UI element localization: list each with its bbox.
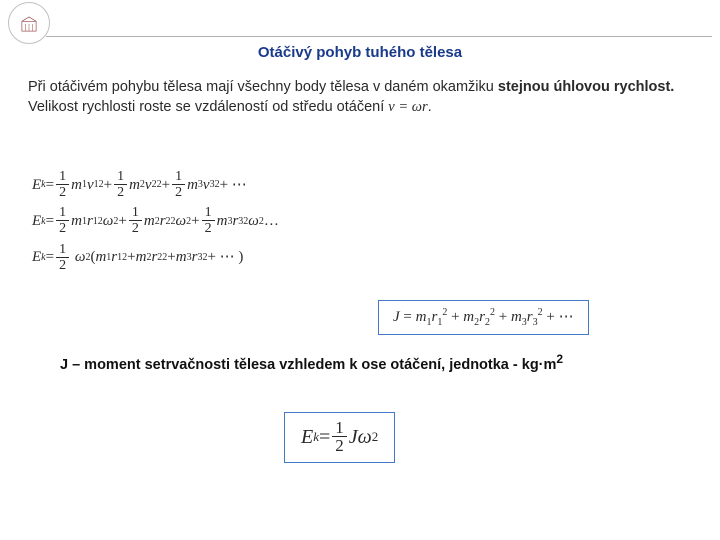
frac-half-1: 12 (56, 206, 69, 236)
den: 2 (202, 221, 215, 236)
sym-m: m (136, 250, 147, 265)
den: 2 (56, 258, 69, 273)
num: 1 (114, 170, 127, 185)
sub-1b: 1 (437, 317, 442, 328)
plus: + (167, 250, 175, 265)
intro-paragraph: Při otáčivém pohybu tělesa mají všechny … (28, 78, 680, 117)
num: 1 (202, 206, 215, 221)
building-icon (18, 16, 40, 32)
sym-v: v (145, 178, 152, 193)
paragraph-dot: . (428, 99, 432, 115)
den: 2 (56, 221, 69, 236)
num: 1 (56, 206, 69, 221)
sym-eq: = (319, 426, 330, 449)
sym-E: E (32, 178, 41, 193)
plus: + (127, 250, 135, 265)
sym-omega: ω (358, 426, 372, 449)
sym-m: m (176, 250, 187, 265)
sym-omega: ω (75, 250, 86, 265)
sym-v: v (203, 178, 210, 193)
sub-2b: 2 (485, 317, 490, 328)
sub-3b: 3 (533, 317, 538, 328)
boxed-moment-of-inertia: J = m1r12 + m2r22 + m3r32 + ⋯ (378, 300, 589, 335)
plus: + (495, 309, 511, 325)
sym-m: m (71, 214, 82, 229)
sym-m: m (95, 250, 106, 265)
sup-2: 2 (372, 429, 379, 445)
sym-m: m (463, 309, 474, 325)
header-rule (46, 36, 712, 37)
paragraph-pre: Při otáčivém pohybu tělesa mají všechny … (28, 79, 498, 95)
sym-J: J (393, 309, 400, 325)
dots: + ⋯ (207, 250, 234, 265)
sym-E: E (301, 426, 313, 449)
paragraph-post: Velikost rychlosti roste se vzdáleností … (28, 99, 388, 115)
sym-eq: = (400, 309, 416, 325)
sym-eq: = (46, 214, 54, 229)
sym-eq: = (46, 178, 54, 193)
frac-half-3: 12 (202, 206, 215, 236)
plus: + (118, 214, 126, 229)
num: 1 (332, 419, 347, 437)
sym-omega: ω (176, 214, 187, 229)
sym-omega: ω (103, 214, 114, 229)
sym-eq: = (46, 250, 54, 265)
num: 1 (172, 170, 185, 185)
frac-half-2: 12 (129, 206, 142, 236)
definition-text: J – moment setrvačnosti tělesa vzhledem … (60, 357, 556, 373)
frac-half-2: 12 (114, 170, 127, 200)
sym-m: m (217, 214, 228, 229)
sym-omega: ω (248, 214, 259, 229)
den: 2 (332, 437, 347, 456)
sym-J: J (349, 426, 358, 449)
paragraph-math: v = ωr (388, 99, 427, 115)
equation-block: Ek = 12 m1v12 + 12 m2v22 + 12 m3v32 + ⋯ … (32, 170, 279, 279)
sym-m: m (187, 178, 198, 193)
frac-half-1: 12 (56, 170, 69, 200)
dots: + ⋯ (543, 309, 574, 325)
sym-m: m (129, 178, 140, 193)
plus: + (447, 309, 463, 325)
dots: + ⋯ (220, 178, 247, 193)
num: 1 (56, 243, 69, 258)
paren-close: ) (238, 250, 243, 265)
dots: … (264, 214, 279, 229)
den: 2 (129, 221, 142, 236)
logo-inner (15, 11, 43, 37)
plus: + (162, 178, 170, 193)
eq-row-3: Ek = 12 ω2 (m1r12 + m2r22 + m3r32 + ⋯ ) (32, 243, 279, 273)
paragraph-bold: stejnou úhlovou rychlost. (498, 79, 674, 95)
sym-m: m (416, 309, 427, 325)
slide-title: Otáčivý pohyb tuhého tělesa (0, 44, 720, 61)
frac-half: 12 (332, 419, 347, 456)
eq-row-2: Ek = 12 m1r12ω2 + 12 m2r22ω2 + 12 m3r32ω… (32, 206, 279, 236)
eq-row-1: Ek = 12 m1v12 + 12 m2v22 + 12 m3v32 + ⋯ (32, 170, 279, 200)
den: 2 (56, 185, 69, 200)
sym-E: E (32, 250, 41, 265)
sym-E: E (32, 214, 41, 229)
sym-v: v (87, 178, 94, 193)
num: 1 (56, 170, 69, 185)
logo-badge (8, 2, 50, 44)
frac-half-3: 12 (172, 170, 185, 200)
moment-definition: J – moment setrvačnosti tělesa vzhledem … (60, 352, 680, 373)
plus: + (104, 178, 112, 193)
definition-sup: 2 (556, 352, 563, 366)
boxed-kinetic-energy: Ek = 12 Jω2 (284, 412, 395, 463)
frac-half: 12 (56, 243, 69, 273)
den: 2 (114, 185, 127, 200)
num: 1 (129, 206, 142, 221)
sym-m: m (511, 309, 522, 325)
sym-m: m (71, 178, 82, 193)
sym-m: m (144, 214, 155, 229)
den: 2 (172, 185, 185, 200)
plus: + (191, 214, 199, 229)
